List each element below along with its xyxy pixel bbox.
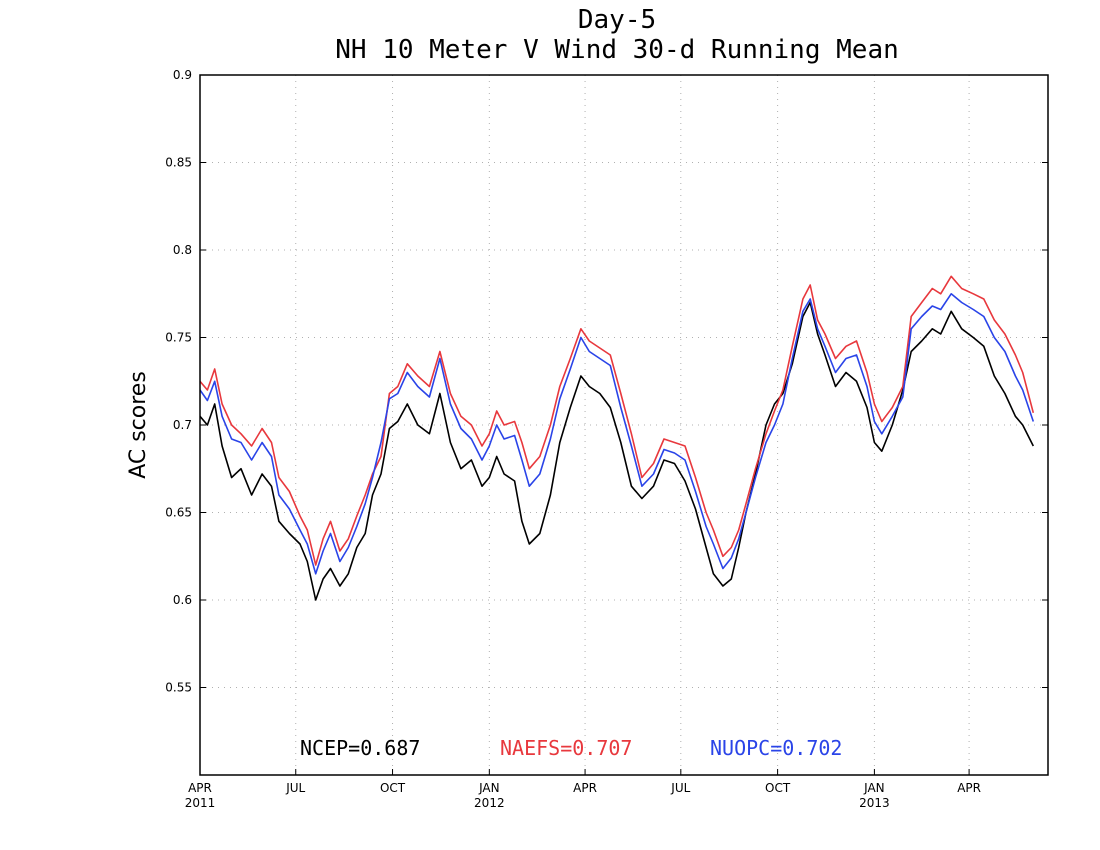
x-tick-label: APR [573,781,597,795]
chart-subtitle: NH 10 Meter V Wind 30-d Running Mean [335,35,899,65]
series-layer [199,275,1035,601]
y-tick-label: 0.8 [173,243,192,257]
x-tick-label: JUL [670,781,690,795]
x-tick-label: OCT [380,781,406,795]
x-tick-year-label: 2011 [185,796,216,810]
series-line-nuopc [199,292,1035,575]
series-line-ncep [199,301,1035,601]
x-tick-label: APR [188,781,212,795]
x-tick-label: JAN [478,781,500,795]
y-tick-label: 0.7 [173,418,192,432]
y-tick-label: 0.55 [165,681,192,695]
y-tick-label: 0.75 [165,331,192,345]
series-line-naefs [199,275,1035,566]
y-tick-label: 0.6 [173,593,192,607]
chart-title: Day-5 [578,5,656,35]
legend-entry-ncep: NCEP=0.687 [300,736,420,760]
y-axis-label: AC scores [126,371,151,479]
y-tick-label: 0.65 [165,506,192,520]
y-tick-label: 0.9 [173,68,192,82]
x-tick-year-label: 2012 [474,796,505,810]
legend-entry-naefs: NAEFS=0.707 [500,736,632,760]
legend: NCEP=0.687 NAEFS=0.707 NUOPC=0.702 [300,736,842,760]
x-tick-label: JAN [863,781,885,795]
x-tick-label: OCT [765,781,791,795]
x-tick-label: APR [957,781,981,795]
y-tick-label: 0.85 [165,156,192,170]
legend-entry-nuopc: NUOPC=0.702 [710,736,842,760]
x-tick-label: JUL [285,781,305,795]
grid-layer [200,74,1048,775]
x-tick-year-label: 2013 [859,796,890,810]
